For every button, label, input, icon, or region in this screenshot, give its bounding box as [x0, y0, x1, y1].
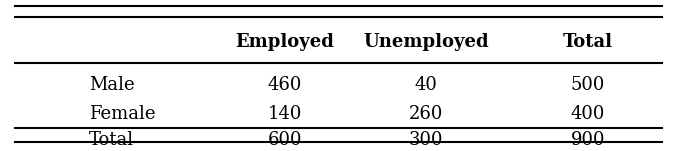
- Text: 600: 600: [267, 130, 302, 148]
- Text: 900: 900: [571, 130, 605, 148]
- Text: 260: 260: [409, 105, 443, 123]
- Text: Female: Female: [89, 105, 156, 123]
- Text: Total: Total: [563, 33, 613, 51]
- Text: 140: 140: [267, 105, 302, 123]
- Text: 300: 300: [409, 130, 443, 148]
- Text: 40: 40: [415, 76, 437, 94]
- Text: 500: 500: [571, 76, 605, 94]
- Text: Total: Total: [89, 130, 134, 148]
- Text: 400: 400: [571, 105, 605, 123]
- Text: 460: 460: [267, 76, 302, 94]
- Text: Employed: Employed: [235, 33, 334, 51]
- Text: Unemployed: Unemployed: [364, 33, 489, 51]
- Text: Male: Male: [89, 76, 135, 94]
